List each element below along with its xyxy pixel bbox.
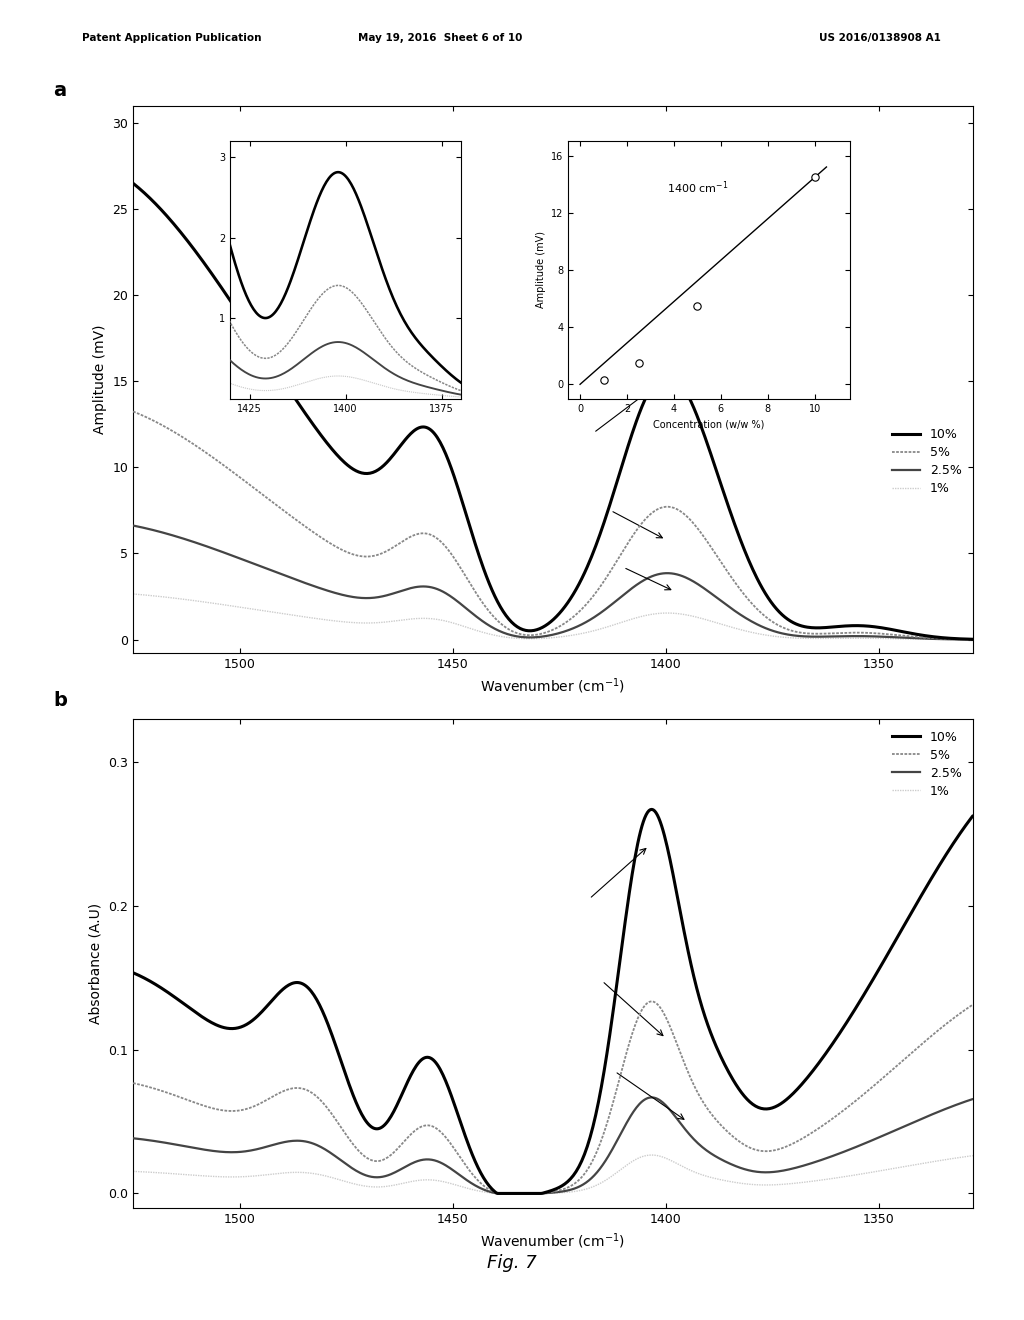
X-axis label: Wavenumber (cm$^{-1}$): Wavenumber (cm$^{-1}$) [480, 677, 626, 697]
Text: Fig. 7: Fig. 7 [487, 1254, 537, 1272]
X-axis label: Concentration (w/w %): Concentration (w/w %) [653, 418, 765, 429]
Y-axis label: Amplitude (mV): Amplitude (mV) [93, 325, 106, 434]
Legend: 10%, 5%, 2.5%, 1%: 10%, 5%, 2.5%, 1% [887, 424, 967, 500]
Point [631, 352, 647, 374]
Y-axis label: Absorbance (A.U): Absorbance (A.U) [89, 903, 102, 1024]
Text: US 2016/0138908 A1: US 2016/0138908 A1 [819, 33, 941, 44]
Text: b: b [53, 690, 68, 710]
Point [807, 166, 823, 187]
Text: 1400 cm$^{-1}$: 1400 cm$^{-1}$ [667, 180, 728, 197]
Legend: 10%, 5%, 2.5%, 1%: 10%, 5%, 2.5%, 1% [887, 726, 967, 803]
X-axis label: Wavenumber (cm$^{-1}$): Wavenumber (cm$^{-1}$) [480, 1232, 626, 1251]
Text: Patent Application Publication: Patent Application Publication [82, 33, 261, 44]
Y-axis label: Amplitude (mV): Amplitude (mV) [536, 231, 546, 309]
Text: May 19, 2016  Sheet 6 of 10: May 19, 2016 Sheet 6 of 10 [358, 33, 522, 44]
Point [689, 296, 706, 317]
Text: a: a [53, 81, 67, 100]
Point [595, 370, 611, 391]
